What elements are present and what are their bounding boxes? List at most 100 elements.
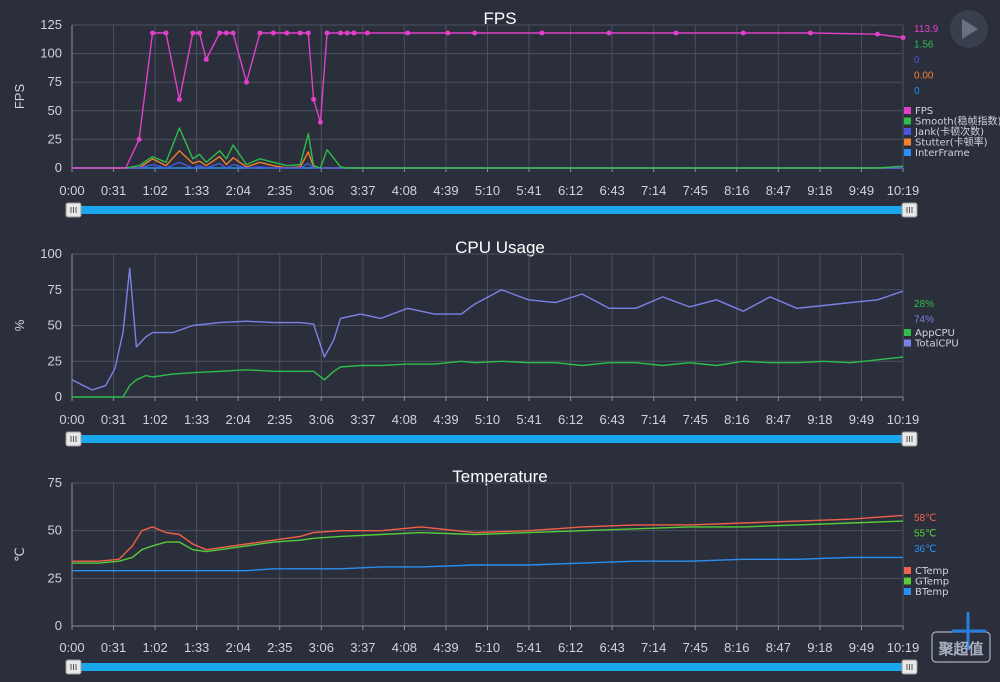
y-tick-label: 50 xyxy=(48,523,62,538)
x-tick-label: 5:10 xyxy=(475,412,500,427)
range-slider[interactable] xyxy=(65,202,918,218)
series-line-appcpu xyxy=(72,356,904,398)
fps-point xyxy=(305,30,311,36)
fps-point xyxy=(284,30,290,36)
x-tick-label: 4:39 xyxy=(433,640,458,655)
range-slider-right-handle[interactable] xyxy=(901,659,918,675)
watermark-text: 聚超值 xyxy=(937,640,983,658)
x-tick-label: 6:43 xyxy=(599,183,624,198)
y-tick-label: 0 xyxy=(55,160,62,175)
y-axis-label: ℃ xyxy=(12,547,27,562)
x-tick-label: 2:04 xyxy=(226,640,251,655)
range-slider-left-handle[interactable] xyxy=(65,202,82,218)
chart-title: CPU Usage xyxy=(455,238,545,257)
range-slider[interactable] xyxy=(65,431,918,447)
x-tick-label: 2:35 xyxy=(267,412,292,427)
fps-point xyxy=(150,30,156,36)
x-tick-label: 1:02 xyxy=(142,412,167,427)
legend-label: GTemp xyxy=(915,577,949,588)
fps-point xyxy=(311,96,317,102)
x-tick-label: 8:47 xyxy=(766,640,791,655)
x-tick-label: 2:04 xyxy=(226,412,251,427)
x-tick-label: 0:31 xyxy=(101,183,126,198)
x-tick-label: 5:10 xyxy=(475,183,500,198)
current-value: 1.56 xyxy=(914,40,934,51)
x-tick-label: 9:49 xyxy=(849,640,874,655)
fps-point xyxy=(190,30,196,36)
x-tick-label: 0:00 xyxy=(59,183,84,198)
range-slider[interactable] xyxy=(65,659,918,675)
fps-point xyxy=(223,30,229,36)
legend-label: TotalCPU xyxy=(914,339,959,350)
y-tick-label: 75 xyxy=(48,282,62,297)
range-slider-right-handle[interactable] xyxy=(901,431,918,447)
x-tick-label: 3:06 xyxy=(309,183,334,198)
legend-label: CTemp xyxy=(915,566,949,577)
fps-point xyxy=(900,35,906,41)
y-tick-label: 50 xyxy=(48,318,62,333)
play-button[interactable] xyxy=(950,10,988,48)
chart-title: Temperature xyxy=(452,467,547,486)
x-tick-label: 4:08 xyxy=(392,412,417,427)
play-icon xyxy=(962,19,978,39)
y-tick-label: 50 xyxy=(48,103,62,118)
fps-point xyxy=(244,79,250,85)
range-slider-left-handle[interactable] xyxy=(65,659,82,675)
series-line-ctemp xyxy=(72,514,904,562)
range-slider-track[interactable] xyxy=(78,435,904,443)
chart-panel-1: CPU Usage% 0 25 50 75 100 0:00 0:31 1:02 1:33 2:04… xyxy=(12,238,959,447)
fps-point xyxy=(740,30,746,36)
x-tick-label: 5:41 xyxy=(516,183,541,198)
x-tick-label: 1:33 xyxy=(184,640,209,655)
x-tick-label: 8:16 xyxy=(724,412,749,427)
range-slider-right-handle[interactable] xyxy=(901,202,918,218)
x-tick-label: 3:37 xyxy=(350,412,375,427)
x-tick-label: 6:43 xyxy=(599,412,624,427)
x-tick-label: 4:08 xyxy=(392,640,417,655)
fps-point xyxy=(317,119,323,125)
range-slider-left-handle[interactable] xyxy=(65,431,82,447)
legend-label: InterFrame xyxy=(915,148,970,159)
chart-title: FPS xyxy=(483,9,516,28)
legend-label: Stutter(卡顿率) xyxy=(915,136,988,149)
x-tick-label: 0:00 xyxy=(59,640,84,655)
x-tick-label: 9:18 xyxy=(807,183,832,198)
y-tick-label: 25 xyxy=(48,131,62,146)
y-tick-label: 125 xyxy=(40,17,62,32)
fps-point xyxy=(203,56,209,62)
fps-point xyxy=(257,30,263,36)
x-tick-label: 3:37 xyxy=(350,183,375,198)
legend-label: Jank(卡顿次数) xyxy=(914,125,984,138)
y-tick-label: 100 xyxy=(40,46,62,61)
x-tick-label: 6:12 xyxy=(558,412,583,427)
x-tick-label: 0:31 xyxy=(101,412,126,427)
legend-swatch xyxy=(904,567,911,574)
fps-point xyxy=(472,30,478,36)
x-tick-label: 1:33 xyxy=(184,412,209,427)
y-axis-label: FPS xyxy=(12,84,27,110)
current-value: 36℃ xyxy=(914,544,936,555)
x-tick-label: 3:37 xyxy=(350,640,375,655)
fps-point xyxy=(163,30,169,36)
x-tick-label: 5:41 xyxy=(516,640,541,655)
series-line-totalcpu xyxy=(71,267,904,391)
legend-swatch xyxy=(904,107,911,114)
fps-point xyxy=(364,30,370,36)
fps-point xyxy=(351,30,357,36)
y-tick-label: 75 xyxy=(48,74,62,89)
x-tick-label: 1:02 xyxy=(142,183,167,198)
range-slider-track[interactable] xyxy=(78,206,904,214)
fps-point xyxy=(176,96,182,102)
x-tick-label: 2:35 xyxy=(267,640,292,655)
fps-point xyxy=(136,136,142,142)
range-slider-track[interactable] xyxy=(78,663,904,671)
legend-swatch xyxy=(904,577,911,585)
watermark: 聚超值 xyxy=(931,612,991,663)
x-tick-label: 6:12 xyxy=(558,640,583,655)
legend-label: FPS xyxy=(915,106,933,117)
current-value: 55℃ xyxy=(914,529,936,540)
series-line-fps xyxy=(72,32,904,169)
x-tick-label: 8:16 xyxy=(724,183,749,198)
fps-point xyxy=(405,30,411,36)
legend-swatch xyxy=(904,339,911,347)
